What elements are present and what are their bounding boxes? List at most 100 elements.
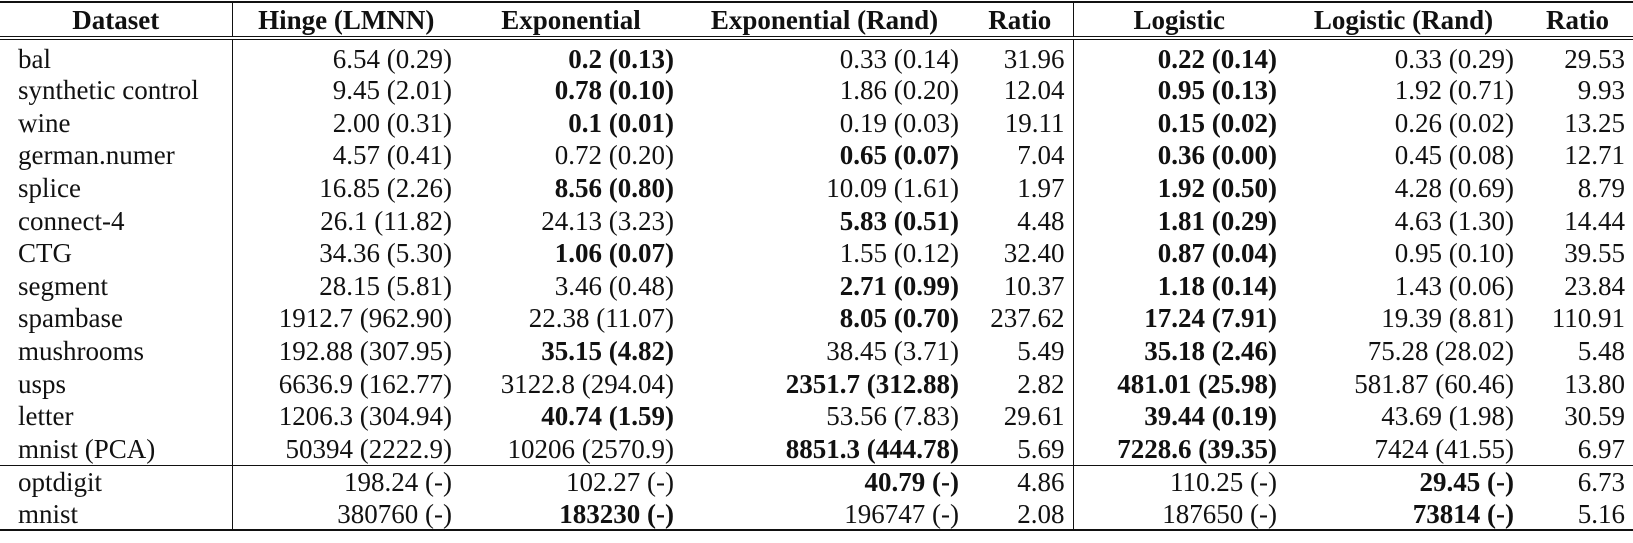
dataset-name-cell: splice bbox=[18, 173, 81, 204]
value-cell: 0.65 (0.07) bbox=[839, 140, 959, 171]
dataset-name-cell: bal bbox=[18, 44, 51, 74]
value-cell: 0.15 (0.02) bbox=[1072, 106, 1285, 140]
value-cell: 5.69 bbox=[1017, 433, 1065, 464]
value-cell: 9.45 (2.01) bbox=[231, 74, 460, 107]
value-cell: 183230 (-) bbox=[460, 497, 682, 532]
value-cell: 2.00 (0.31) bbox=[231, 106, 460, 140]
value-cell: 10.09 (1.61) bbox=[826, 173, 959, 204]
dataset-name-cell: mushrooms bbox=[18, 336, 145, 367]
value-cell: 17.24 (7.91) bbox=[1072, 302, 1285, 335]
column-header-logistic: Logistic bbox=[1072, 1, 1285, 40]
value-cell: 581.87 (60.46) bbox=[1354, 368, 1514, 399]
value-cell: 39.55 bbox=[1564, 238, 1625, 269]
column-header-dataset: Dataset bbox=[0, 1, 232, 40]
dataset-name-cell: segment bbox=[18, 270, 108, 301]
table-row: mnist (PCA) 50394 (2222.9) 10206 (2570.9) 8… bbox=[0, 432, 1633, 466]
value-cell: 29.45 (-) bbox=[1285, 464, 1522, 498]
header-row: Dataset Hinge (LMNN) Exponential Exponen… bbox=[0, 1, 1633, 40]
value-cell: 14.44 bbox=[1564, 205, 1625, 236]
value-cell: 1.92 (0.50) bbox=[1072, 171, 1285, 205]
value-cell: 9.93 bbox=[1577, 75, 1625, 106]
dataset-name-cell: mnist (PCA) bbox=[18, 433, 156, 464]
column-header-logistic-rand: Logistic (Rand) bbox=[1285, 1, 1522, 40]
value-cell: 0.19 (0.03) bbox=[839, 107, 959, 138]
value-cell: 73814 (-) bbox=[1285, 497, 1522, 532]
table-row: optdigit 198.24 (-) 102.27 (-) 40.79 (-) 4.8… bbox=[0, 464, 1633, 498]
value-cell: 5.16 bbox=[1522, 497, 1633, 532]
dataset-name-cell: synthetic control bbox=[18, 75, 199, 106]
value-cell: 19.11 bbox=[1004, 107, 1065, 138]
value-cell: 0.36 (0.00) bbox=[1072, 139, 1285, 172]
value-cell: 198.24 (-) bbox=[231, 464, 460, 498]
value-cell: 34.36 (5.30) bbox=[231, 236, 460, 270]
value-cell: 3.46 (0.48) bbox=[554, 270, 674, 301]
value-cell: 31.96 bbox=[1003, 44, 1065, 74]
value-cell: 196747 (-) bbox=[682, 497, 967, 532]
value-cell: 6.54 (0.29) bbox=[231, 38, 460, 74]
value-cell: 1912.7 (962.90) bbox=[231, 302, 460, 335]
dataset-name-cell: CTG bbox=[18, 238, 72, 269]
column-header-ratio-exponential: Ratio bbox=[967, 1, 1073, 40]
results-table: Dataset Hinge (LMNN) Exponential Exponen… bbox=[0, 1, 1633, 532]
value-cell: 7424 (41.55) bbox=[1374, 433, 1514, 464]
table-row: letter 1206.3 (304.94) 40.74 (1.59) 53.56 (… bbox=[0, 399, 1633, 433]
value-cell: 29.53 bbox=[1564, 44, 1625, 74]
value-cell: 3122.8 (294.04) bbox=[500, 368, 674, 399]
value-cell: 0.22 (0.14) bbox=[1072, 38, 1285, 74]
value-cell: 75.28 (28.02) bbox=[1367, 336, 1514, 367]
value-cell: 237.62 bbox=[990, 303, 1065, 334]
value-cell: 102.27 (-) bbox=[460, 464, 682, 498]
value-cell: 26.1 (11.82) bbox=[231, 204, 460, 237]
value-cell: 40.79 (-) bbox=[682, 464, 967, 498]
dataset-name-cell: spambase bbox=[18, 303, 123, 334]
value-cell: 4.63 (1.30) bbox=[1394, 205, 1514, 236]
value-cell: 22.38 (11.07) bbox=[528, 303, 674, 334]
value-cell: 1.43 (0.06) bbox=[1394, 270, 1514, 301]
table-row: usps 6636.9 (162.77) 3122.8 (294.04) 2351.7… bbox=[0, 367, 1633, 400]
value-cell: 0.1 (0.01) bbox=[568, 107, 674, 138]
value-cell: 0.33 (0.29) bbox=[1394, 44, 1514, 74]
dataset-name-cell: german.numer bbox=[18, 140, 175, 171]
value-cell: 4.28 (0.69) bbox=[1394, 173, 1514, 204]
value-cell: 32.40 bbox=[1003, 238, 1065, 269]
table-row: spambase 1912.7 (962.90) 22.38 (11.07) 8.05… bbox=[0, 302, 1633, 335]
value-cell: 7228.6 (39.35) bbox=[1072, 432, 1285, 466]
value-cell: 0.26 (0.02) bbox=[1394, 107, 1514, 138]
value-cell: 19.39 (8.81) bbox=[1381, 303, 1514, 334]
value-cell: 1.55 (0.12) bbox=[839, 238, 959, 269]
value-cell: 4.57 (0.41) bbox=[231, 139, 460, 172]
value-cell: 10.37 bbox=[1003, 270, 1065, 301]
value-cell: 8.05 (0.70) bbox=[839, 303, 959, 334]
value-cell: 28.15 (5.81) bbox=[231, 269, 460, 303]
value-cell: 0.95 (0.13) bbox=[1072, 74, 1285, 107]
value-cell: 0.72 (0.20) bbox=[554, 140, 674, 171]
dataset-name-cell: connect-4 bbox=[18, 205, 125, 236]
value-cell: 24.13 (3.23) bbox=[541, 205, 674, 236]
table-body-group-2: optdigit 198.24 (-) 102.27 (-) 40.79 (-) 4.8… bbox=[0, 464, 1633, 532]
table-row: synthetic control 9.45 (2.01) 0.78 (0.10) 1… bbox=[0, 74, 1633, 107]
value-cell: 50394 (2222.9) bbox=[231, 432, 460, 466]
column-header-exponential-rand: Exponential (Rand) bbox=[682, 1, 967, 40]
value-cell: 2.71 (0.99) bbox=[839, 270, 959, 301]
table-row: segment 28.15 (5.81) 3.46 (0.48) 2.71 (0.99… bbox=[0, 269, 1633, 303]
value-cell: 23.84 bbox=[1564, 270, 1625, 301]
value-cell: 1.81 (0.29) bbox=[1072, 204, 1285, 237]
value-cell: 2351.7 (312.88) bbox=[785, 368, 959, 399]
value-cell: 39.44 (0.19) bbox=[1072, 399, 1285, 433]
value-cell: 53.56 (7.83) bbox=[826, 401, 959, 432]
table-row: mushrooms 192.88 (307.95) 35.15 (4.82) 38.4… bbox=[0, 334, 1633, 368]
value-cell: 5.48 bbox=[1577, 336, 1625, 367]
value-cell: 0.2 (0.13) bbox=[568, 44, 674, 74]
value-cell: 110.25 (-) bbox=[1072, 464, 1285, 498]
dataset-name-cell: optdigit bbox=[0, 464, 232, 498]
table-row: mnist 380760 (-) 183230 (-) 196747 (-) 2.08 1… bbox=[0, 497, 1633, 532]
value-cell: 38.45 (3.71) bbox=[826, 336, 959, 367]
column-header-ratio-logistic: Ratio bbox=[1522, 1, 1633, 40]
value-cell: 5.83 (0.51) bbox=[839, 205, 959, 236]
dataset-name-cell: letter bbox=[18, 401, 74, 432]
value-cell: 1206.3 (304.94) bbox=[231, 399, 460, 433]
value-cell: 2.08 bbox=[967, 497, 1073, 532]
value-cell: 380760 (-) bbox=[231, 497, 460, 532]
value-cell: 4.86 bbox=[967, 464, 1073, 498]
